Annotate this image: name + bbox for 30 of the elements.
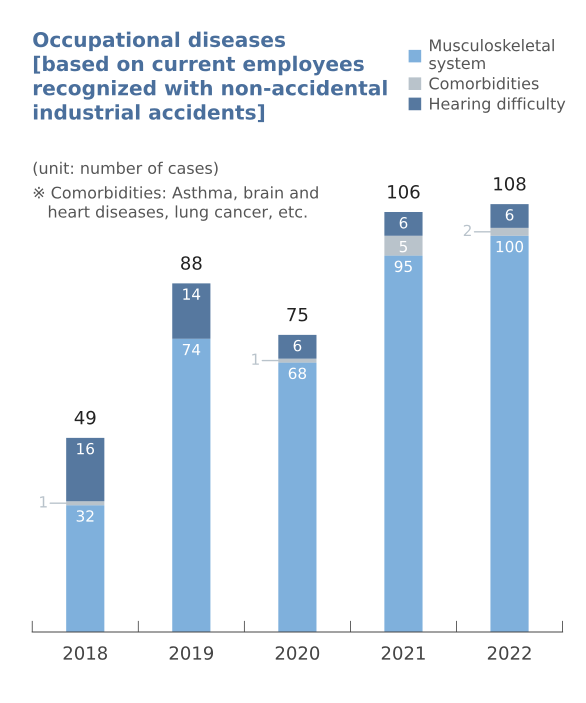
total-label: 88: [181, 256, 202, 270]
total-label: 106: [388, 184, 420, 199]
data-label: 6: [294, 340, 302, 352]
text: (unit: number of cases): [34, 162, 218, 176]
chart-title: Occupational diseases [based on current employees recognized with non-accidental industrial accidents]: [33, 32, 387, 122]
annotation: ※ Comorbidities: Asthma, brain and heart diseases, lung cancer, etc.: [34, 186, 318, 221]
x-tick-label: 2019: [170, 646, 214, 660]
data-label: 6: [506, 209, 514, 221]
data-label: 6: [400, 217, 408, 229]
data-label: 1: [252, 354, 259, 365]
x-tick-label: 2020: [276, 646, 320, 660]
x-tick-label: 2022: [488, 646, 531, 660]
x-tick-label: 2018: [64, 646, 107, 660]
x-tick-label: 2021: [382, 646, 425, 660]
data-label: 5: [400, 241, 407, 252]
data-label: 100: [496, 240, 524, 252]
data-label: 74: [182, 344, 200, 356]
total-label: 49: [74, 410, 96, 424]
data-label: 32: [76, 510, 94, 522]
legend-label: Hearing difficulty: [430, 97, 566, 113]
legend-label: Comorbidities: [429, 77, 539, 90]
legend-label: Musculoskeletal system: [429, 38, 554, 72]
total-label: 108: [494, 177, 526, 191]
data-label: 68: [288, 368, 306, 380]
data-label: 95: [394, 260, 412, 272]
total-label: 75: [287, 308, 308, 322]
data-label: 2: [464, 224, 471, 236]
data-label: 16: [77, 442, 94, 454]
data-label: 14: [183, 288, 200, 300]
data-label: 1: [40, 496, 47, 508]
